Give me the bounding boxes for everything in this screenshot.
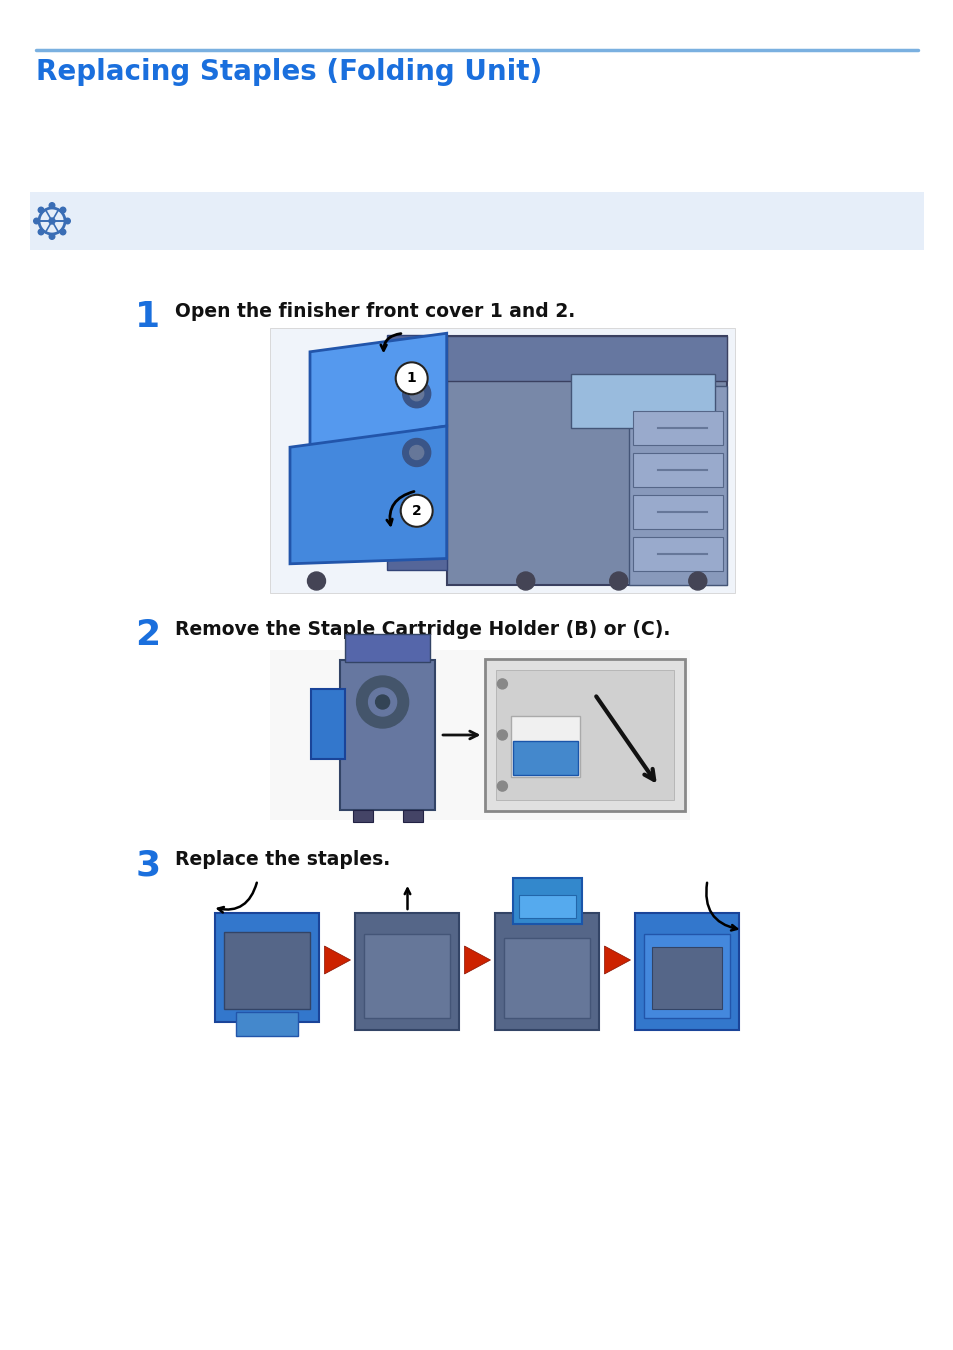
FancyBboxPatch shape — [236, 1011, 298, 1035]
FancyBboxPatch shape — [485, 659, 684, 811]
Text: 1: 1 — [406, 371, 416, 385]
FancyBboxPatch shape — [446, 336, 726, 585]
FancyBboxPatch shape — [632, 537, 722, 571]
FancyBboxPatch shape — [518, 895, 576, 918]
Text: Replace the staples.: Replace the staples. — [174, 850, 390, 869]
FancyBboxPatch shape — [628, 386, 726, 585]
Circle shape — [395, 362, 427, 394]
Circle shape — [688, 572, 706, 590]
FancyBboxPatch shape — [513, 878, 581, 923]
Circle shape — [409, 446, 423, 459]
FancyBboxPatch shape — [644, 933, 730, 1018]
Text: Open the finisher front cover 1 and 2.: Open the finisher front cover 1 and 2. — [174, 302, 575, 321]
Polygon shape — [310, 333, 446, 447]
FancyBboxPatch shape — [402, 810, 422, 822]
FancyBboxPatch shape — [632, 495, 722, 529]
Text: 3: 3 — [135, 848, 160, 882]
FancyBboxPatch shape — [496, 670, 673, 801]
Circle shape — [50, 234, 54, 239]
FancyBboxPatch shape — [215, 913, 319, 1022]
FancyBboxPatch shape — [495, 913, 598, 1030]
Circle shape — [356, 676, 408, 728]
Circle shape — [375, 695, 389, 709]
Circle shape — [49, 217, 55, 224]
Circle shape — [609, 572, 627, 590]
Circle shape — [65, 219, 71, 224]
Bar — [270, 328, 734, 593]
Circle shape — [307, 572, 325, 590]
Bar — [270, 649, 689, 819]
Circle shape — [497, 679, 507, 688]
FancyBboxPatch shape — [632, 410, 722, 446]
FancyBboxPatch shape — [311, 688, 345, 759]
Circle shape — [517, 572, 535, 590]
Circle shape — [400, 495, 433, 526]
Bar — [30, 192, 923, 250]
FancyBboxPatch shape — [353, 810, 373, 822]
Circle shape — [38, 230, 44, 235]
Circle shape — [33, 219, 39, 224]
Circle shape — [50, 202, 54, 208]
FancyBboxPatch shape — [339, 660, 435, 810]
Circle shape — [368, 688, 396, 716]
Text: Remove the Staple Cartridge Holder (B) or (C).: Remove the Staple Cartridge Holder (B) o… — [174, 620, 670, 639]
Circle shape — [402, 439, 430, 467]
FancyBboxPatch shape — [364, 933, 450, 1018]
FancyBboxPatch shape — [510, 717, 579, 776]
Circle shape — [497, 730, 507, 740]
Circle shape — [409, 386, 423, 401]
FancyBboxPatch shape — [345, 634, 430, 662]
Text: 1: 1 — [135, 300, 160, 333]
Circle shape — [409, 505, 423, 518]
FancyBboxPatch shape — [386, 335, 446, 570]
FancyBboxPatch shape — [446, 336, 726, 381]
FancyBboxPatch shape — [632, 454, 722, 487]
Circle shape — [497, 782, 507, 791]
FancyBboxPatch shape — [355, 913, 459, 1030]
Circle shape — [402, 379, 430, 408]
Polygon shape — [324, 946, 350, 973]
FancyBboxPatch shape — [224, 931, 310, 1008]
FancyBboxPatch shape — [504, 938, 590, 1018]
FancyBboxPatch shape — [570, 374, 714, 428]
Circle shape — [60, 230, 66, 235]
Text: Replacing Staples (Folding Unit): Replacing Staples (Folding Unit) — [36, 58, 541, 86]
Circle shape — [38, 208, 44, 213]
Circle shape — [60, 208, 66, 213]
Circle shape — [402, 497, 430, 525]
Text: 2: 2 — [135, 618, 160, 652]
Polygon shape — [464, 946, 490, 973]
FancyBboxPatch shape — [512, 741, 578, 775]
Text: 2: 2 — [412, 504, 421, 518]
FancyBboxPatch shape — [652, 946, 721, 1008]
Polygon shape — [604, 946, 630, 973]
FancyBboxPatch shape — [635, 913, 739, 1030]
Polygon shape — [290, 427, 446, 564]
